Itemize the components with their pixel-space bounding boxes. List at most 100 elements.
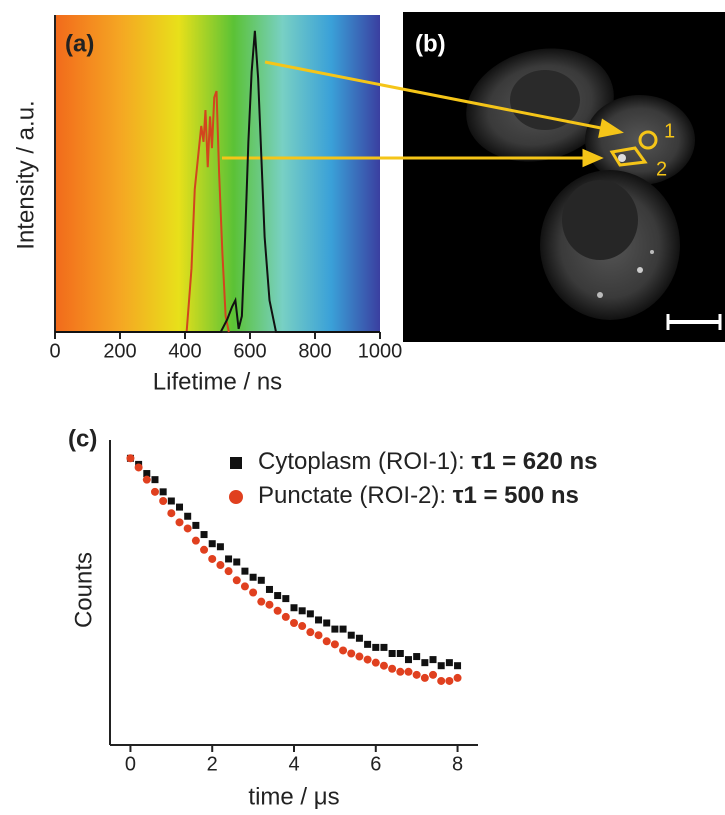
data-point: [454, 662, 462, 670]
data-point: [388, 650, 396, 657]
data-point: [208, 554, 217, 563]
data-point: [134, 463, 143, 472]
roi-label: 2: [656, 158, 667, 180]
roi-label: 1: [664, 120, 675, 142]
legend-marker: [230, 457, 242, 469]
data-point: [347, 649, 356, 658]
x-tick-label: 2: [207, 753, 218, 775]
data-point: [192, 521, 200, 529]
data-point: [388, 664, 397, 673]
data-point: [274, 592, 282, 600]
x-tick-label: 8: [452, 753, 463, 775]
legend-entry: Punctate (ROI-2): τ1 = 500 ns: [258, 482, 579, 509]
data-point: [396, 650, 404, 657]
data-line: [55, 30, 380, 333]
data-point: [183, 524, 192, 533]
data-point: [364, 640, 372, 648]
data-point: [257, 576, 265, 584]
y-axis-title: Intensity / a.u.: [12, 100, 39, 249]
legend-marker: [229, 490, 243, 504]
data-point: [339, 625, 347, 633]
data-point: [200, 531, 208, 539]
legend-annotation: τ1 = 620 ns: [471, 448, 597, 475]
data-point: [355, 634, 363, 642]
data-point: [265, 600, 274, 609]
data-line: [185, 90, 230, 333]
panel-label: (c): [68, 425, 97, 452]
data-point: [404, 667, 413, 676]
data-point: [241, 567, 249, 575]
data-point: [404, 656, 412, 664]
microscopy-image: [403, 12, 725, 342]
data-point: [240, 582, 249, 591]
lifetime-color-scale: [55, 15, 380, 332]
data-point: [306, 610, 314, 618]
data-point: [175, 518, 184, 527]
data-point: [191, 536, 200, 545]
data-point: [151, 476, 159, 484]
data-point: [306, 628, 315, 637]
data-point: [167, 509, 176, 518]
data-point: [208, 540, 216, 548]
data-point: [298, 607, 306, 615]
data-point: [232, 576, 241, 585]
panel-label: (b): [415, 30, 446, 57]
data-point: [298, 622, 307, 631]
data-point: [322, 637, 331, 646]
data-point: [233, 558, 241, 566]
data-point: [371, 658, 380, 667]
arrows: [222, 60, 624, 168]
data-point: [143, 470, 151, 478]
x-axis-title: Lifetime / ns: [153, 368, 282, 395]
data-point: [355, 652, 364, 661]
data-point: [216, 543, 224, 551]
x-tick-label: 1000: [358, 340, 403, 362]
data-point: [281, 612, 290, 621]
data-point: [290, 619, 298, 627]
data-point: [330, 640, 339, 649]
data-point: [339, 646, 348, 655]
data-point: [176, 503, 184, 511]
data-point: [437, 676, 446, 685]
data-point: [331, 625, 339, 633]
data-point: [273, 606, 282, 615]
legend-entry: Cytoplasm (ROI-1): τ1 = 620 ns: [258, 448, 598, 475]
data-point: [429, 670, 438, 679]
data-point: [323, 619, 331, 627]
data-point: [413, 653, 421, 661]
data-point: [429, 656, 437, 664]
x-tick-label: 600: [233, 340, 266, 362]
data-point: [159, 488, 167, 496]
data-point: [126, 454, 135, 463]
data-point: [265, 585, 273, 593]
data-point: [150, 487, 159, 496]
legend-label: Cytoplasm (ROI-1):: [258, 448, 471, 475]
data-point: [347, 631, 355, 639]
data-point: [142, 475, 151, 484]
data-point: [184, 512, 192, 520]
data-point: [224, 567, 233, 576]
data-point: [282, 595, 290, 603]
data-point: [445, 676, 454, 685]
data-point: [249, 573, 257, 581]
data-point: [315, 616, 323, 624]
data-point: [420, 673, 429, 682]
data-point: [167, 497, 175, 505]
x-tick-label: 400: [168, 340, 201, 362]
panel-label: (a): [65, 30, 94, 57]
x-tick-label: 0: [49, 340, 60, 362]
data-point: [412, 670, 421, 679]
data-point: [249, 588, 258, 597]
data-point: [380, 643, 388, 651]
data-point: [159, 497, 168, 505]
data-point: [445, 659, 453, 667]
data-point: [379, 661, 388, 670]
data-point: [225, 555, 233, 563]
x-tick-label: 200: [103, 340, 136, 362]
x-tick-label: 800: [298, 340, 331, 362]
x-tick-label: 6: [370, 753, 381, 775]
legend-annotation: τ1 = 500 ns: [453, 482, 579, 509]
data-point: [290, 604, 298, 612]
x-tick-label: 4: [288, 753, 299, 775]
